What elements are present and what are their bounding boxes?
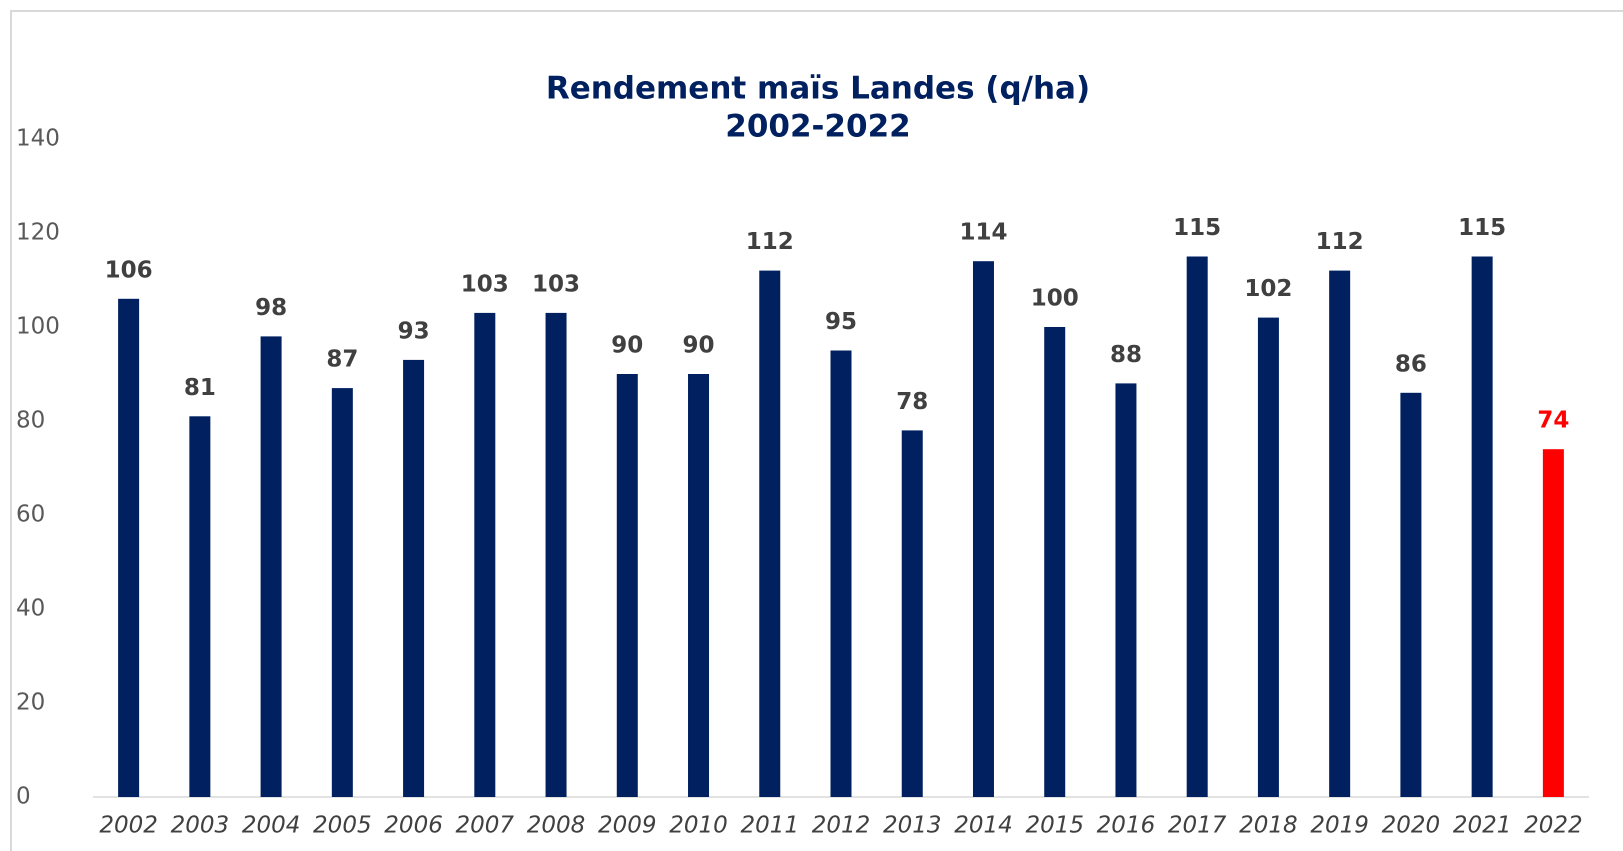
x-tick-label: 2006: [384, 813, 443, 839]
x-tick-label: 2003: [171, 813, 230, 839]
data-label: 112: [746, 229, 794, 255]
x-tick-label: 2011: [740, 813, 799, 839]
bar: [260, 336, 282, 797]
y-tick-label: 120: [16, 220, 60, 246]
x-tick-label: 2012: [812, 813, 871, 839]
x-tick-label: 2014: [954, 813, 1013, 839]
bar: [972, 261, 994, 797]
x-tick-label: 2013: [883, 813, 942, 839]
y-tick-label: 20: [16, 690, 45, 716]
y-tick-label: 100: [16, 314, 60, 340]
data-label: 102: [1244, 276, 1292, 302]
bar: [616, 374, 638, 797]
bar: [1542, 449, 1564, 797]
data-label: 88: [1110, 342, 1142, 368]
data-label: 78: [896, 389, 928, 415]
x-tick-label: 2010: [669, 813, 728, 839]
data-label: 106: [105, 257, 153, 283]
bar: [901, 430, 923, 797]
x-tick-label: 2016: [1097, 813, 1156, 839]
bar: [545, 312, 567, 797]
chart-subtitle: 2002-2022: [725, 109, 910, 145]
x-tick-label: 2017: [1168, 813, 1227, 839]
data-label: 90: [611, 333, 643, 359]
bar: [1329, 270, 1351, 798]
x-tick-label: 2015: [1025, 813, 1084, 839]
data-label: 98: [255, 295, 287, 321]
bar: [1400, 392, 1422, 797]
x-tick-label: 2018: [1239, 813, 1298, 839]
y-tick-label: 40: [16, 596, 45, 622]
data-label: 93: [398, 318, 430, 344]
bar: [189, 416, 211, 797]
bar: [759, 270, 781, 798]
data-label: 112: [1316, 229, 1364, 255]
bar: [403, 359, 425, 797]
data-label: 115: [1173, 215, 1221, 241]
x-tick-label: 2004: [242, 813, 301, 839]
x-tick-label: 2005: [313, 813, 372, 839]
data-label: 95: [825, 309, 857, 335]
x-tick-label: 2002: [99, 813, 158, 839]
x-tick-label: 2009: [598, 813, 657, 839]
bar: [1115, 383, 1137, 797]
bar: [688, 374, 710, 797]
bar: [474, 312, 496, 797]
data-label: 103: [532, 271, 580, 297]
x-tick-label: 2022: [1524, 813, 1583, 839]
x-tick-label: 2007: [456, 813, 515, 839]
y-tick-label: 140: [16, 126, 60, 152]
bar: [830, 350, 852, 797]
bar: [118, 298, 140, 797]
bar: [1044, 327, 1066, 797]
data-label: 114: [959, 220, 1007, 246]
data-label: 103: [461, 271, 509, 297]
bar: [1471, 256, 1493, 797]
data-label: 81: [184, 375, 216, 401]
data-label: 115: [1458, 215, 1506, 241]
data-label: 90: [683, 333, 715, 359]
x-tick-label: 2019: [1310, 813, 1369, 839]
chart-title: Rendement maïs Landes (q/ha): [546, 71, 1090, 107]
bar: [1257, 317, 1279, 797]
data-label: 86: [1395, 351, 1427, 377]
x-tick-label: 2008: [527, 813, 586, 839]
x-tick-label: 2021: [1453, 813, 1512, 839]
data-label: 87: [326, 347, 358, 373]
y-tick-label: 80: [16, 408, 45, 434]
y-tick-label: 60: [16, 502, 45, 528]
data-label: 74: [1537, 408, 1569, 434]
bar: [331, 388, 353, 797]
y-tick-label: 0: [16, 784, 31, 810]
bar: [1186, 256, 1208, 797]
x-tick-label: 2020: [1382, 813, 1441, 839]
data-label: 100: [1031, 286, 1079, 312]
